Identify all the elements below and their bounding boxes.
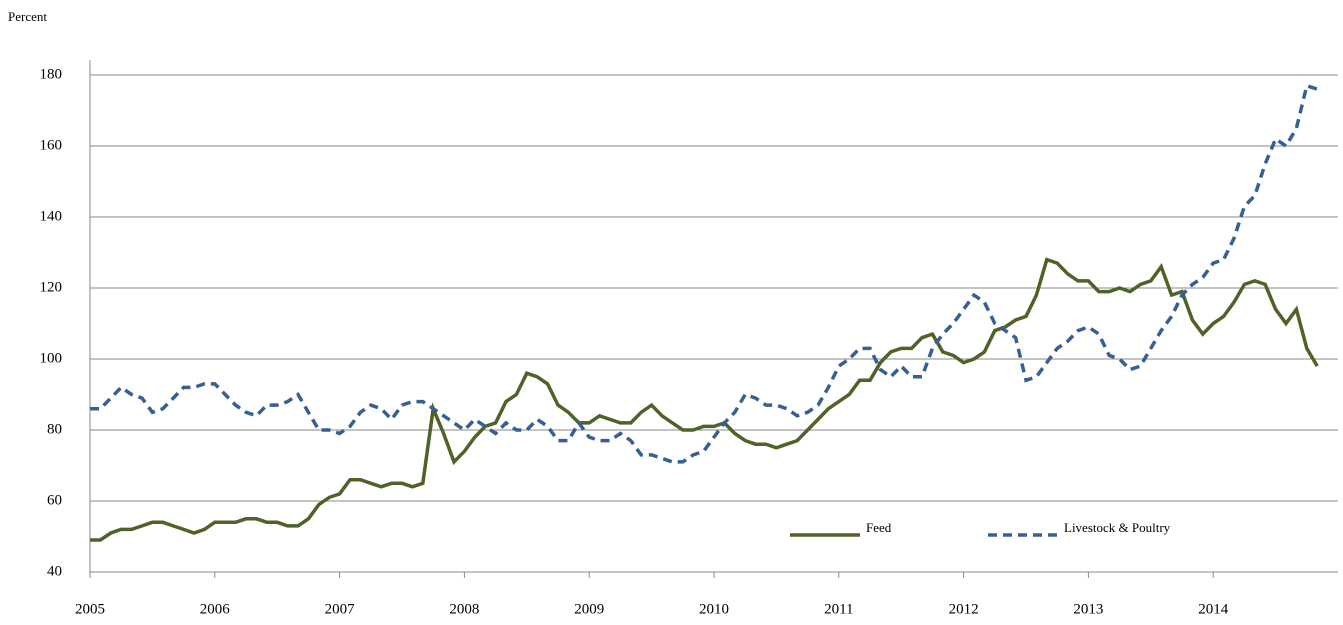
x-tick-label: 2005 (75, 601, 105, 617)
y-tick-label: 140 (40, 208, 63, 224)
y-tick-label: 180 (40, 66, 63, 82)
x-tick-label: 2009 (574, 601, 604, 617)
y-tick-label: 40 (47, 563, 62, 579)
legend-label: Feed (866, 520, 892, 535)
x-tick-label: 2012 (949, 601, 979, 617)
x-tick-label: 2008 (449, 601, 479, 617)
x-tick-label: 2011 (824, 601, 853, 617)
series-line (90, 257, 1319, 542)
x-tick-label: 2013 (1073, 601, 1103, 617)
x-tick-label: 2014 (1198, 601, 1229, 617)
x-tick-label: 2010 (699, 601, 729, 617)
y-axis-label: Percent (8, 9, 47, 24)
y-tick-label: 160 (40, 137, 63, 153)
y-tick-label: 60 (47, 492, 62, 508)
series-line (90, 83, 1318, 464)
x-tick-label: 2006 (200, 601, 231, 617)
y-tick-label: 120 (40, 279, 63, 295)
x-tick-label: 2007 (325, 601, 356, 617)
legend-label: Livestock & Poultry (1064, 520, 1171, 535)
y-tick-label: 80 (47, 421, 62, 437)
y-tick-label: 100 (40, 350, 63, 366)
